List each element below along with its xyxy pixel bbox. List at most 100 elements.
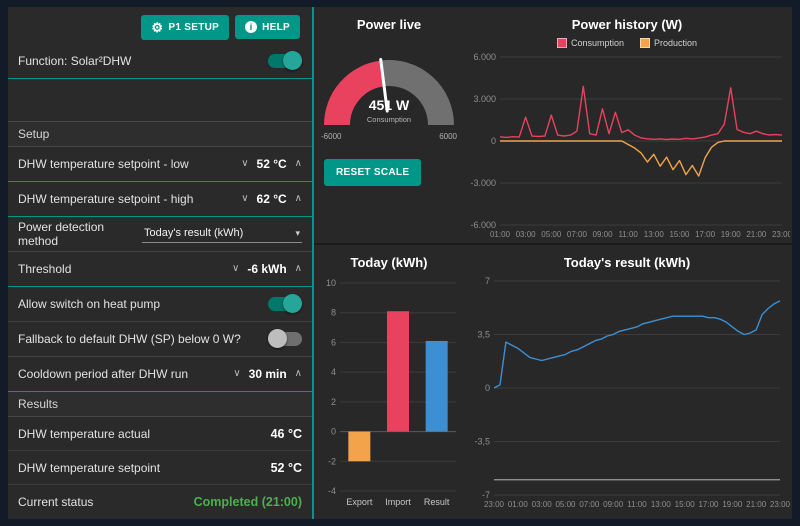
svg-text:6: 6 [331, 337, 336, 347]
svg-text:3,5: 3,5 [477, 330, 490, 340]
cooldown-increment-chevron[interactable]: ∧ [294, 368, 302, 379]
power-history-panel: Power history (W) Consumption Production… [464, 7, 790, 243]
svg-text:0: 0 [491, 136, 496, 146]
svg-text:21:00: 21:00 [746, 230, 767, 239]
reset-scale-button[interactable]: RESET SCALE [324, 159, 422, 186]
svg-text:03:00: 03:00 [532, 500, 553, 509]
solar2dhw-dashboard: ⚙ P1 SETUP i HELP Function: Solar²DHW Se… [8, 7, 792, 519]
svg-text:09:00: 09:00 [593, 230, 614, 239]
svg-text:3.000: 3.000 [473, 94, 496, 104]
fallback-toggle[interactable] [268, 329, 302, 348]
svg-text:-2: -2 [328, 456, 336, 466]
legend-item-production[interactable]: Production [640, 38, 697, 48]
setting-row-allow-switch: Allow switch on heat pump [8, 287, 312, 322]
cooldown-decrement-chevron[interactable]: ∨ [233, 368, 241, 379]
svg-text:-7: -7 [482, 490, 490, 500]
gauge-svg [324, 58, 454, 126]
svg-text:17:00: 17:00 [695, 230, 716, 239]
function-toggle[interactable] [268, 50, 302, 70]
dhw-high-increment-chevron[interactable]: ∧ [294, 193, 302, 204]
dhw-high-stepper: ∨ 62 °C ∧ [241, 192, 302, 206]
power-history-title: Power history (W) [571, 17, 683, 32]
p1-setup-label: P1 SETUP [168, 22, 220, 33]
gear-icon: ⚙ [151, 20, 164, 35]
dhw-high-decrement-chevron[interactable]: ∨ [241, 193, 249, 204]
svg-text:8: 8 [331, 308, 336, 318]
gauge-sub-label: Consumption [366, 115, 412, 124]
svg-text:01:00: 01:00 [490, 230, 511, 239]
settings-panel: ⚙ P1 SETUP i HELP Function: Solar²DHW Se… [8, 7, 314, 519]
svg-text:0: 0 [331, 427, 336, 437]
current-status-value: Completed (21:00) [193, 495, 302, 509]
todays-result-panel: Today's result (kWh) 7 3,5 0 -3,5 -7 23:00 01:… [464, 245, 790, 519]
svg-text:23:00: 23:00 [772, 230, 790, 239]
dhw-low-stepper: ∨ 52 °C ∧ [241, 157, 302, 171]
svg-text:07:00: 07:00 [579, 500, 600, 509]
p1-setup-button[interactable]: ⚙ P1 SETUP [141, 15, 230, 40]
svg-text:03:00: 03:00 [516, 230, 537, 239]
allow-switch-toggle[interactable] [268, 294, 302, 313]
legend-item-consumption[interactable]: Consumption [556, 38, 624, 48]
dhw-low-increment-chevron[interactable]: ∧ [294, 158, 302, 169]
info-icon: i [245, 21, 258, 33]
dhw-setpoint-label: DHW temperature setpoint [18, 460, 161, 475]
svg-text:0: 0 [485, 383, 490, 393]
threshold-decrement-chevron[interactable]: ∨ [232, 263, 240, 274]
todays-result-title: Today's result (kWh) [563, 255, 691, 270]
current-status-label: Current status [18, 495, 94, 509]
svg-text:Result: Result [424, 497, 450, 507]
svg-text:6.000: 6.000 [473, 52, 496, 62]
today-kwh-title: Today (kWh) [350, 255, 428, 270]
today-kwh-chart: 10 8 6 4 2 0 -2 -4 Export Import Result [326, 278, 456, 507]
horizontal-divider [314, 243, 792, 245]
threshold-increment-chevron[interactable]: ∧ [294, 263, 302, 274]
threshold-label: Threshold [18, 262, 72, 276]
svg-text:09:00: 09:00 [603, 500, 624, 509]
setting-row-cooldown: Cooldown period after DHW run ∨ 30 min ∧ [8, 357, 312, 392]
result-row-dhw-setpoint: DHW temperature setpoint 52 °C [8, 451, 312, 485]
toggle-knob [283, 50, 302, 70]
power-history-legend: Consumption Production [464, 35, 790, 51]
help-label: HELP [262, 21, 290, 33]
svg-text:Import: Import [385, 497, 411, 507]
threshold-value: -6 kWh [247, 262, 287, 276]
top-charts-row: Power live 451 W Consumption -6000 6000 … [314, 7, 792, 243]
svg-text:23:00: 23:00 [484, 500, 505, 509]
power-detection-label: Power detection method [18, 220, 105, 248]
charts-area: Power live 451 W Consumption -6000 6000 … [314, 7, 792, 519]
power-detection-selected-value: Today's result (kWh) [144, 227, 244, 239]
svg-text:-6.000: -6.000 [470, 220, 496, 230]
svg-text:19:00: 19:00 [722, 500, 743, 509]
svg-text:7: 7 [485, 276, 490, 286]
production-swatch [640, 38, 650, 48]
svg-text:-4: -4 [328, 486, 336, 496]
toolbar: ⚙ P1 SETUP i HELP [8, 7, 312, 43]
function-label: Function: Solar²DHW [18, 53, 132, 68]
results-section-header: Results [8, 392, 312, 417]
today-kwh-panel: Today (kWh) 10 8 6 4 2 0 -2 -4 Export Import Resul… [314, 245, 464, 519]
dhw-high-label: DHW temperature setpoint - high [18, 192, 194, 206]
help-button[interactable]: i HELP [235, 15, 300, 39]
power-live-gauge: 451 W Consumption -6000 6000 [319, 47, 459, 143]
todays-result-chart: 73,50-3,5-723:00 01:00 03:00 05:00 07:00 09:0… [474, 276, 790, 509]
dhw-actual-value: 46 °C [270, 426, 302, 441]
result-row-current-status: Current status Completed (21:00) [8, 485, 312, 519]
cooldown-label: Cooldown period after DHW run [18, 367, 189, 381]
power-detection-select[interactable]: Today's result (kWh) ▾ [142, 225, 302, 243]
svg-text:11:00: 11:00 [618, 230, 638, 239]
svg-text:4: 4 [331, 367, 336, 377]
setting-row-threshold: Threshold ∨ -6 kWh ∧ [8, 252, 312, 287]
cooldown-value: 30 min [248, 367, 287, 381]
toggle-knob [283, 294, 302, 313]
setting-row-dhw-high: DHW temperature setpoint - high ∨ 62 °C … [8, 182, 312, 217]
svg-text:17:00: 17:00 [698, 500, 719, 509]
dhw-low-value: 52 °C [256, 157, 287, 171]
dhw-high-value: 62 °C [256, 192, 287, 206]
svg-text:07:00: 07:00 [567, 230, 588, 239]
cooldown-stepper: ∨ 30 min ∧ [233, 367, 302, 381]
dhw-low-decrement-chevron[interactable]: ∨ [241, 158, 249, 169]
svg-text:05:00: 05:00 [541, 230, 562, 239]
production-legend-label: Production [654, 38, 698, 48]
